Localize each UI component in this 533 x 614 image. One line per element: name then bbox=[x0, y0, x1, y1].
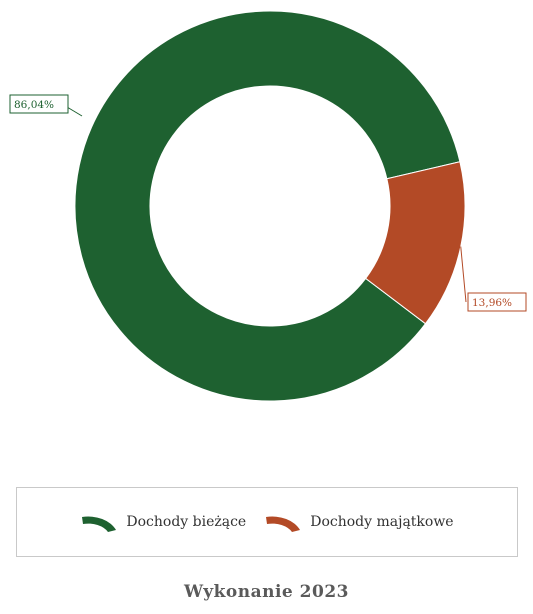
legend-label: Dochody bieżące bbox=[126, 514, 247, 530]
data-label-leader-line bbox=[460, 246, 467, 303]
donut-slice-1[interactable] bbox=[364, 161, 466, 325]
data-label-box bbox=[9, 94, 69, 114]
chart-legend: Dochody bieżące Dochody majątkowe bbox=[16, 487, 518, 557]
legend-swatch-icon bbox=[82, 516, 117, 532]
data-label-box bbox=[467, 292, 527, 312]
donut-slices bbox=[74, 10, 466, 402]
legend-item-dochody-majatkowe[interactable]: Dochody majątkowe bbox=[264, 511, 454, 533]
donut-slice-0[interactable] bbox=[74, 10, 461, 402]
donut-data-labels: 86,04% 13,96% bbox=[9, 94, 527, 312]
legend-item-dochody-biezace[interactable]: Dochody bieżące bbox=[80, 511, 246, 533]
legend-swatch-icon bbox=[266, 516, 301, 532]
data-label-text: 13,96% bbox=[472, 297, 512, 309]
legend-label: Dochody majątkowe bbox=[310, 514, 454, 530]
donut-chart: 86,04% 13,96% bbox=[9, 10, 527, 402]
data-label-text: 86,04% bbox=[14, 99, 54, 111]
chart-caption: Wykonanie 2023 bbox=[184, 582, 349, 602]
